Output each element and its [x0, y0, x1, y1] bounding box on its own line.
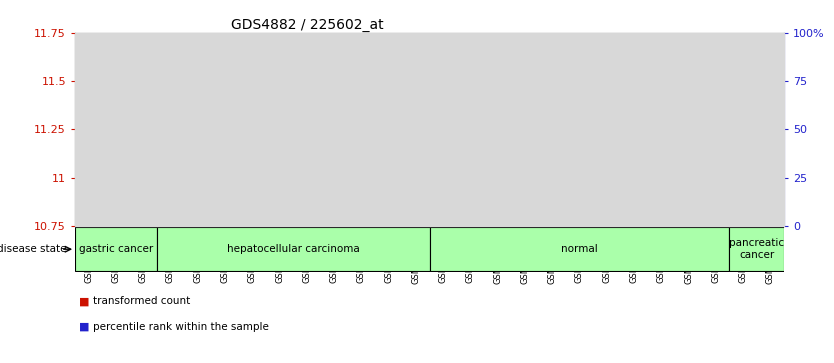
Point: [573, 38, 586, 44]
Point: [491, 38, 505, 44]
Bar: [430, 227, 730, 271]
Bar: [133, 211, 153, 226]
Bar: [625, 108, 644, 226]
Bar: [515, 120, 535, 226]
Bar: [570, 149, 589, 226]
Text: normal: normal: [561, 244, 598, 254]
Bar: [188, 98, 208, 226]
Bar: [161, 37, 180, 226]
Text: gastric cancer: gastric cancer: [79, 244, 153, 254]
Bar: [75, 227, 157, 271]
Point: [655, 38, 668, 44]
Text: ■: ■: [79, 322, 90, 332]
Bar: [243, 114, 262, 226]
Point: [300, 38, 314, 44]
Point: [545, 38, 559, 44]
Point: [273, 38, 286, 44]
Point: [682, 38, 696, 44]
Bar: [107, 209, 125, 226]
Bar: [730, 227, 784, 271]
Bar: [761, 122, 780, 226]
Bar: [706, 38, 726, 226]
Point: [191, 38, 204, 44]
Bar: [157, 227, 430, 271]
Text: ■: ■: [79, 296, 90, 306]
Bar: [651, 108, 671, 226]
Text: pancreatic
cancer: pancreatic cancer: [729, 238, 784, 260]
Text: hepatocellular carcinoma: hepatocellular carcinoma: [227, 244, 359, 254]
Bar: [679, 110, 698, 226]
Point: [163, 38, 177, 44]
Point: [328, 38, 341, 44]
Point: [409, 38, 423, 44]
Bar: [734, 197, 752, 226]
Bar: [597, 133, 616, 226]
Bar: [352, 66, 371, 226]
Point: [736, 38, 750, 44]
Point: [600, 38, 613, 44]
Point: [82, 38, 95, 44]
Point: [764, 38, 777, 44]
Point: [382, 38, 395, 44]
Bar: [488, 75, 507, 226]
Point: [137, 38, 150, 44]
Text: disease state: disease state: [0, 244, 67, 254]
Bar: [461, 155, 480, 226]
Bar: [406, 145, 425, 226]
Point: [518, 38, 531, 44]
Point: [245, 38, 259, 44]
Text: transformed count: transformed count: [93, 296, 191, 306]
Text: percentile rank within the sample: percentile rank within the sample: [93, 322, 269, 332]
Point: [464, 38, 477, 44]
Text: GDS4882 / 225602_at: GDS4882 / 225602_at: [231, 18, 384, 32]
Point: [354, 38, 368, 44]
Bar: [79, 151, 98, 226]
Bar: [434, 110, 453, 226]
Bar: [270, 130, 289, 226]
Point: [109, 38, 123, 44]
Bar: [297, 89, 316, 226]
Point: [627, 38, 641, 44]
Point: [219, 38, 232, 44]
Bar: [379, 79, 398, 226]
Bar: [215, 166, 234, 226]
Point: [436, 38, 450, 44]
Bar: [324, 166, 344, 226]
Point: [709, 38, 722, 44]
Bar: [543, 126, 562, 226]
